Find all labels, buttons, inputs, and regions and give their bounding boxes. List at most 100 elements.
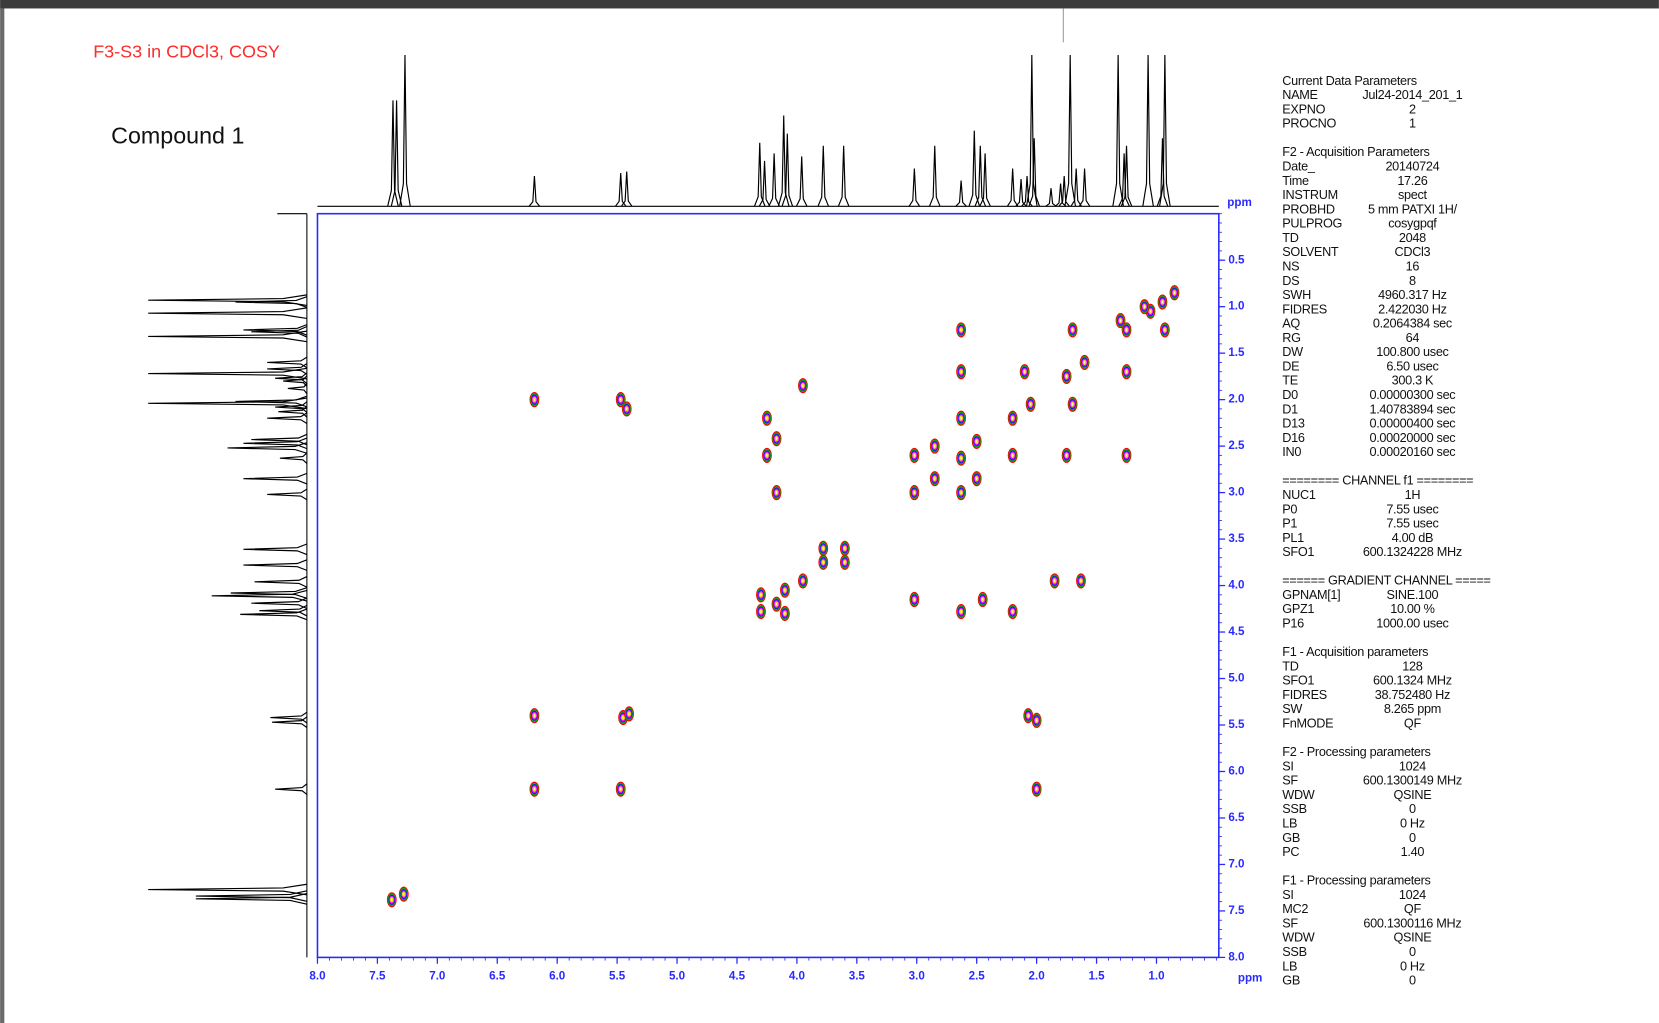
contour-ring xyxy=(1033,784,1041,795)
contour-ring xyxy=(1159,298,1166,306)
contour-ring xyxy=(909,485,920,501)
parameter-name: GPNAM[1] xyxy=(1282,588,1340,602)
cross-peak xyxy=(1007,410,1018,426)
contour-ring xyxy=(1033,715,1041,726)
top-spectrum-peak xyxy=(1142,55,1154,207)
contour-ring xyxy=(974,438,979,445)
contour-ring xyxy=(529,392,540,408)
contour-ring xyxy=(819,557,827,568)
x-tick-label: 3.0 xyxy=(909,970,925,983)
cross-peak xyxy=(956,322,967,338)
contour-ring xyxy=(1122,323,1131,337)
y-tick-label: 4.5 xyxy=(1228,625,1245,638)
cross-peak xyxy=(756,604,766,620)
contour-ring xyxy=(956,451,966,465)
contour-ring xyxy=(910,594,918,605)
contour-ring xyxy=(957,453,965,464)
cross-peak xyxy=(762,410,772,426)
contour-ring xyxy=(1010,452,1015,459)
left-spectrum-peak xyxy=(243,324,308,336)
contour-ring xyxy=(530,709,539,723)
contour-ring xyxy=(930,472,939,485)
top-spectrum-peak xyxy=(1078,168,1091,207)
contour-ring xyxy=(1024,709,1033,723)
left-spectrum-peak xyxy=(243,437,308,450)
parameter-name: DE xyxy=(1282,359,1299,373)
left-spectrum-peak xyxy=(251,433,308,446)
contour-ring xyxy=(1161,324,1169,335)
contour-ring xyxy=(957,366,965,377)
window-bar xyxy=(0,0,1659,9)
contour-ring xyxy=(798,574,808,588)
contour-ring xyxy=(912,452,917,459)
contour-ring xyxy=(911,451,918,460)
contour-ring xyxy=(758,607,764,616)
top-spectrum-peak xyxy=(1045,188,1057,207)
contour-ring xyxy=(773,433,780,444)
x-tick-label: 5.0 xyxy=(669,970,685,983)
contour-ring xyxy=(615,392,626,408)
contour-ring xyxy=(798,379,808,393)
contour-ring xyxy=(1171,288,1178,297)
parameter-name: MC2 xyxy=(1282,902,1308,916)
cross-peak xyxy=(1049,573,1060,589)
contour-ring xyxy=(956,604,967,620)
contour-ring xyxy=(1079,578,1083,584)
contour-ring xyxy=(763,413,771,424)
contour-ring xyxy=(782,586,788,595)
parameter-name: GPZ1 xyxy=(1282,602,1314,616)
x-tick-label: 2.5 xyxy=(969,970,986,983)
contour-ring xyxy=(758,590,764,599)
x-tick-label: 1.0 xyxy=(1148,970,1164,983)
contour-ring xyxy=(800,381,806,390)
parameter-name: PROBHD xyxy=(1282,202,1335,216)
parameter-value: 100.800 usec xyxy=(1376,345,1449,359)
parameter-value: 64 xyxy=(1406,331,1420,345)
contour-ring xyxy=(1121,322,1132,338)
contour-ring xyxy=(931,473,939,484)
top-spectrum-peak xyxy=(979,153,991,207)
contour-ring xyxy=(756,604,766,620)
contour-ring xyxy=(781,585,789,596)
parameter-name: D13 xyxy=(1282,417,1305,431)
contour-ring xyxy=(1078,577,1084,585)
parameter-name: P16 xyxy=(1282,617,1304,631)
contour-ring xyxy=(1122,365,1131,379)
top-spectrum-peak xyxy=(1120,145,1133,207)
contour-ring xyxy=(765,415,769,421)
contour-ring xyxy=(959,608,963,615)
parameter-name: SFO1 xyxy=(1282,545,1314,559)
y-tick-label: 2.0 xyxy=(1228,393,1244,406)
contour-ring xyxy=(910,449,919,462)
parameter-name: DW xyxy=(1282,345,1303,359)
left-spectrum-peak xyxy=(254,576,308,588)
left-spectrum-peak xyxy=(278,405,308,418)
parameter-name: SSB xyxy=(1282,802,1306,816)
contour-ring xyxy=(841,543,849,554)
contour-ring xyxy=(1121,364,1132,380)
contour-ring xyxy=(1009,450,1017,461)
parameter-name: SF xyxy=(1282,774,1298,788)
left-spectrum-peak xyxy=(271,716,308,728)
contour-ring xyxy=(956,410,967,426)
contour-ring xyxy=(842,559,847,565)
parameter-name: P0 xyxy=(1282,502,1297,516)
left-spectrum-peak xyxy=(148,294,307,307)
parameter-name: PULPROG xyxy=(1282,217,1342,231)
contour-ring xyxy=(1142,304,1147,310)
contour-ring xyxy=(1010,415,1015,421)
cross-peak xyxy=(1139,299,1150,315)
cross-peak xyxy=(956,485,967,501)
contour-ring xyxy=(1021,366,1029,377)
contour-ring xyxy=(1068,397,1077,411)
parameter-name: EXPNO xyxy=(1282,102,1325,116)
contour-ring xyxy=(389,897,394,903)
contour-ring xyxy=(1172,290,1177,296)
contour-ring xyxy=(978,593,987,606)
contour-ring xyxy=(1081,358,1088,367)
contour-ring xyxy=(387,893,396,907)
contour-ring xyxy=(819,542,828,555)
left-spectrum-peak xyxy=(230,587,308,599)
cross-peak xyxy=(756,587,766,603)
x-tick-label: 3.5 xyxy=(849,970,866,983)
